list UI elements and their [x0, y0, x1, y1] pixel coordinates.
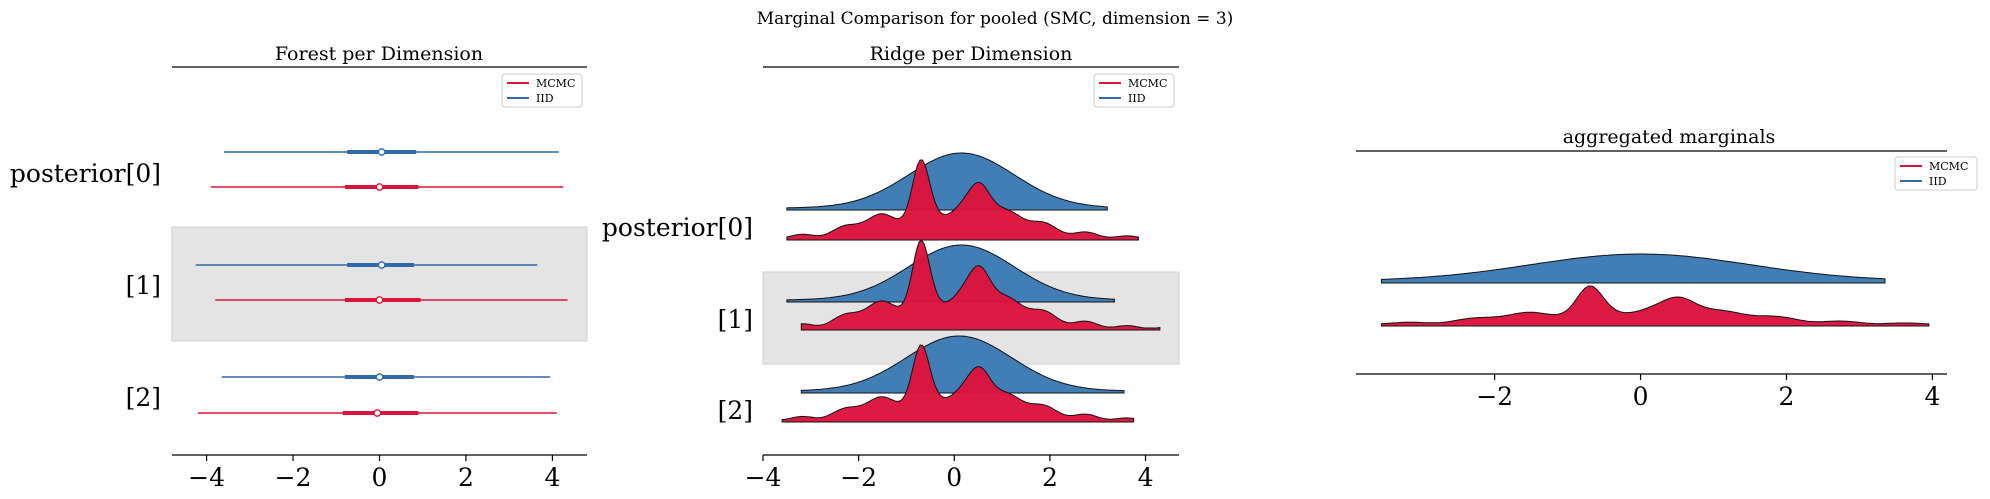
legend: MCMC IID [501, 73, 583, 108]
iid-ridge [786, 244, 1115, 303]
forest-title: Forest per Dimension [275, 43, 483, 65]
x-tick-label: 4 [1924, 382, 1940, 411]
ridge-ylabel-0: posterior[0] [602, 213, 753, 242]
x-tick-label: −4 [745, 463, 782, 492]
mean-point [375, 373, 384, 381]
ridge-panel: Ridge per Dimension posterior[0] [1] [2]… [602, 43, 1180, 492]
x-tick-label: −2 [1476, 382, 1513, 411]
ridge-ylabel-1: [1] [718, 305, 753, 334]
mean-point [373, 409, 382, 417]
ridge-ylabel-2: [2] [718, 396, 753, 425]
forest-ylabel-2: [2] [126, 383, 161, 412]
mean-point [375, 183, 384, 191]
mcmc-ridge [786, 159, 1139, 241]
forest-ylabel-0: posterior[0] [10, 159, 161, 188]
aggregated-title: aggregated marginals [1563, 126, 1776, 148]
iid-ridge [786, 152, 1108, 211]
mcmc-ridge [1381, 285, 1930, 327]
mcmc-ridge [781, 344, 1135, 423]
forest-ylabel-1: [1] [126, 271, 161, 300]
ridge-x-ticks: −4 −2 0 2 4 [745, 455, 1154, 492]
mean-point [375, 296, 384, 304]
aggregated-panel: aggregated marginals −2 0 2 4 MCMC IID [1356, 126, 1978, 411]
x-tick-label: −2 [275, 463, 312, 492]
mean-point [377, 148, 386, 156]
x-tick-label: 2 [1779, 382, 1795, 411]
ridge-title: Ridge per Dimension [870, 43, 1073, 65]
x-tick-label: 0 [1633, 382, 1649, 411]
mcmc-ridge [800, 239, 1161, 331]
x-tick-label: 0 [946, 463, 962, 492]
x-tick-label: 2 [1042, 463, 1058, 492]
legend: MCMC IID [1894, 156, 1978, 191]
iid-ridge [1381, 253, 1886, 284]
forest-x-ticks: −4 −2 0 2 4 [188, 455, 560, 492]
figure-title: Marginal Comparison for pooled (SMC, dim… [757, 9, 1234, 29]
x-tick-label: 4 [544, 463, 560, 492]
aggregated-marks [1381, 253, 1930, 327]
legend: MCMC IID [1093, 73, 1175, 108]
aggregated-x-ticks: −2 0 2 4 [1476, 374, 1940, 411]
forest-panel: Forest per Dimension posterior[0] [1] [2… [10, 43, 588, 492]
x-tick-label: −4 [188, 463, 225, 492]
highlight-band-1 [171, 226, 588, 342]
mean-point [377, 261, 386, 269]
legend-label-iid: IID [1929, 175, 1947, 188]
legend-label-mcmc: MCMC [1128, 77, 1167, 90]
x-tick-label: 4 [1138, 463, 1154, 492]
legend-label-mcmc: MCMC [536, 77, 575, 90]
x-tick-label: 0 [372, 463, 388, 492]
legend-label-iid: IID [536, 92, 554, 105]
x-tick-label: −2 [840, 463, 877, 492]
iid-ridge [800, 335, 1125, 394]
forest-marks [195, 148, 568, 417]
legend-label-mcmc: MCMC [1929, 160, 1968, 173]
ridge-marks [781, 152, 1161, 423]
x-tick-label: 2 [458, 463, 474, 492]
legend-label-iid: IID [1128, 92, 1146, 105]
